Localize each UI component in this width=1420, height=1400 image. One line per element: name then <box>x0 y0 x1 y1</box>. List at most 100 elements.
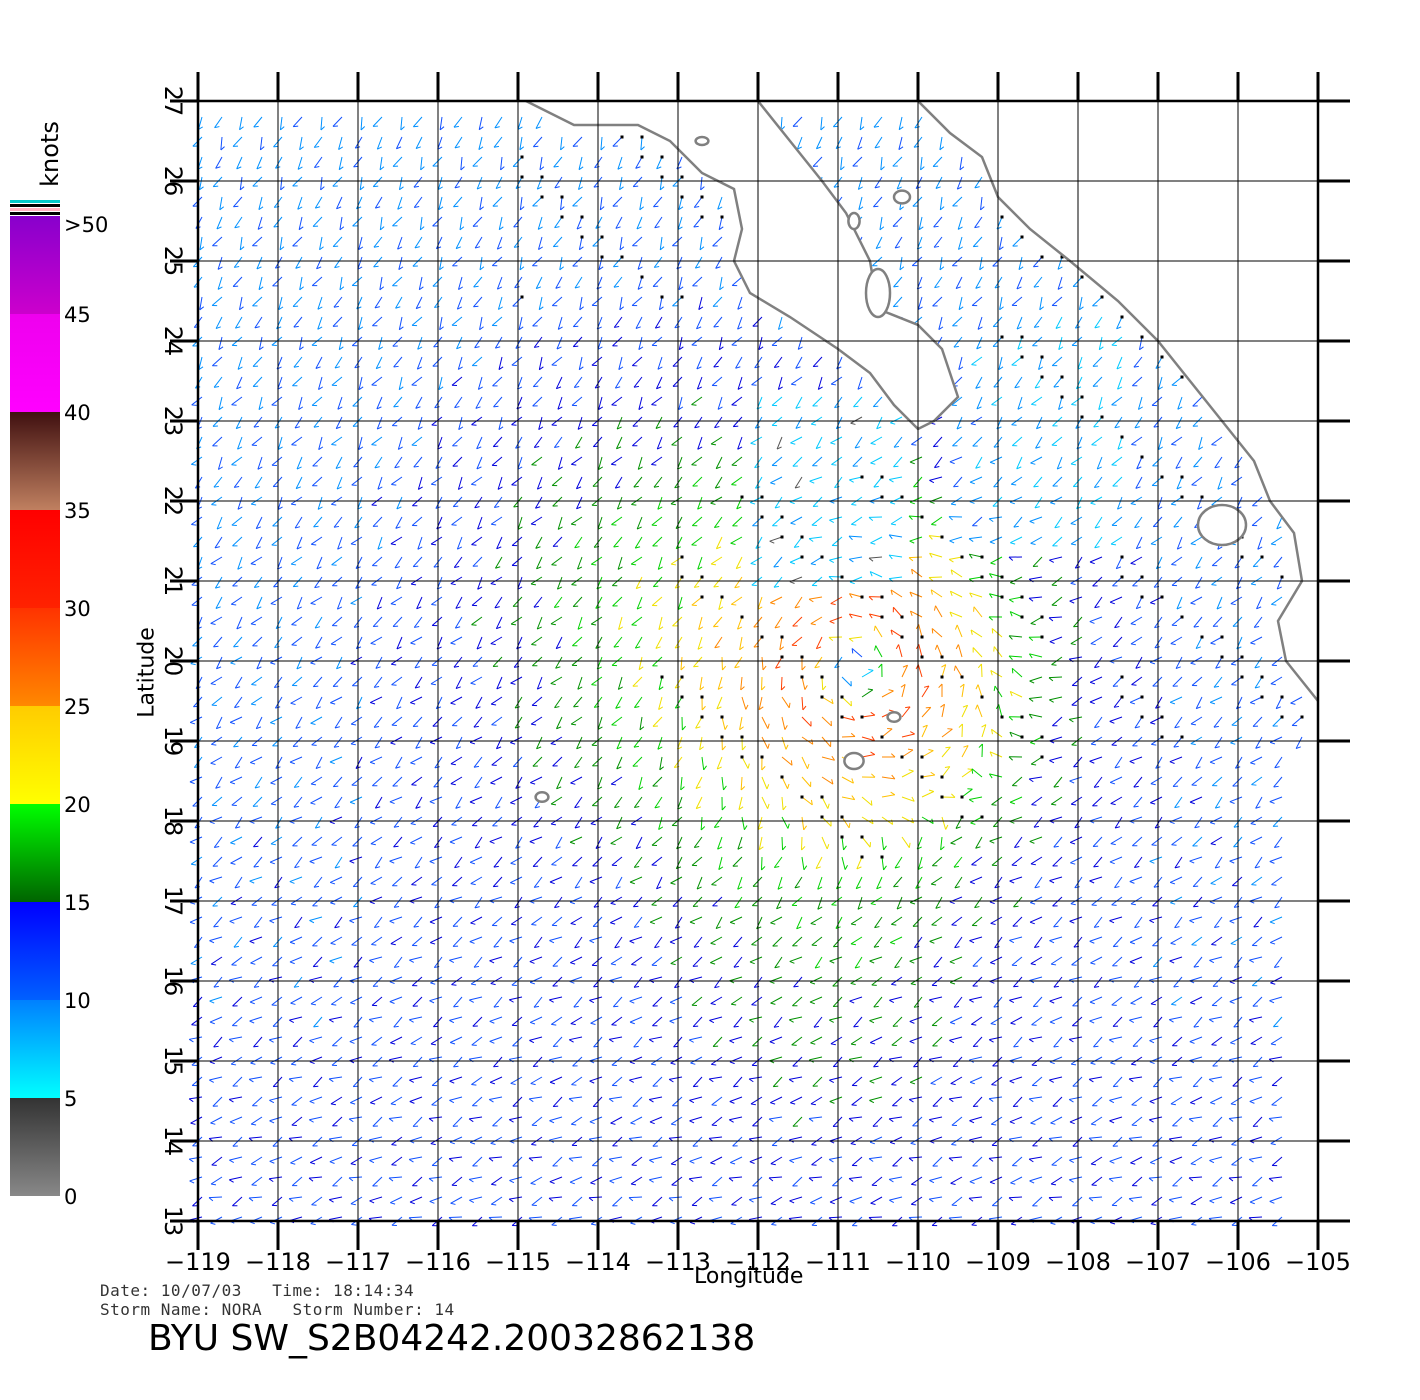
wind-vector-barb <box>534 946 540 949</box>
wind-vector <box>710 556 723 565</box>
wind-vector <box>658 696 663 710</box>
wind-vector <box>1094 656 1103 668</box>
wind-vector <box>733 956 743 968</box>
wind-vector <box>861 836 871 848</box>
wind-vector <box>213 1036 223 1048</box>
wind-vector <box>492 436 503 447</box>
wind-vector-barb <box>767 803 770 809</box>
wind-vector-barb <box>269 861 275 865</box>
wind-vector-barb <box>1171 564 1177 566</box>
wind-vector-barb <box>409 1079 414 1083</box>
wind-vector-barb <box>1076 506 1082 510</box>
colorbar-band <box>10 804 60 902</box>
wind-vector-barb <box>737 886 743 890</box>
wind-vector <box>772 936 783 947</box>
wind-vector <box>696 356 703 370</box>
wind-vector-barb <box>411 884 417 886</box>
wind-vector-barb <box>770 482 776 485</box>
wind-vector <box>412 996 423 1007</box>
wind-vector <box>954 665 963 678</box>
wind-vector-barb <box>1230 943 1236 946</box>
wind-vector <box>1151 396 1163 406</box>
wind-vector-barb <box>390 1042 396 1045</box>
wind-vector-barb <box>1089 701 1095 705</box>
wind-vector <box>969 476 983 483</box>
wind-vector-barb <box>1257 546 1263 550</box>
wind-vector <box>950 569 963 578</box>
wind-vector-barb <box>848 822 851 828</box>
wind-vector <box>633 476 643 488</box>
wind-vector-barb <box>236 626 242 630</box>
wind-vector-barb <box>314 586 320 589</box>
wind-vector <box>269 856 283 863</box>
wind-vector-barb <box>475 406 481 409</box>
wind-vector <box>1195 576 1203 589</box>
wind-vector-barb <box>749 1019 754 1023</box>
wind-vector-barb <box>1048 1197 1054 1202</box>
wind-vector-barb <box>1110 781 1116 785</box>
wind-vector <box>493 496 503 508</box>
wind-vector-barb <box>989 1181 995 1185</box>
wind-vector <box>392 776 403 787</box>
wind-vector <box>932 1156 943 1167</box>
wind-vector-barb <box>410 842 416 845</box>
wind-vector-barb <box>229 1121 235 1125</box>
wind-vector <box>1129 936 1143 943</box>
wind-vector-barb <box>230 842 236 845</box>
wind-vector <box>210 756 223 764</box>
wind-vector-barb <box>949 540 955 544</box>
wind-vector-barb <box>1149 1100 1155 1104</box>
rain-flag-marker <box>1040 375 1044 379</box>
wind-vector <box>1052 476 1063 487</box>
wind-vector-barb <box>708 1198 714 1202</box>
wind-vector <box>189 1216 203 1221</box>
wind-vector <box>633 736 643 748</box>
wind-vector <box>469 1136 483 1143</box>
wind-vector-barb <box>537 486 543 490</box>
wind-vector-barb <box>274 646 280 649</box>
wind-vector <box>431 876 443 886</box>
wind-vector <box>250 956 263 964</box>
wind-vector-barb <box>834 666 840 669</box>
wind-vector <box>1249 1136 1263 1142</box>
wind-vector <box>697 496 703 510</box>
wind-vector <box>1272 816 1283 827</box>
wind-vector-barb <box>1009 999 1015 1004</box>
wind-vector <box>550 816 563 825</box>
wind-vector-barb <box>1014 846 1020 849</box>
wind-vector <box>1069 976 1083 981</box>
wind-vector-barb <box>1173 525 1179 528</box>
wind-vector <box>909 536 923 542</box>
wind-vector <box>614 376 623 389</box>
wind-vector-barb <box>1030 742 1036 745</box>
wind-vector <box>532 856 543 867</box>
wind-vector <box>1270 676 1283 685</box>
wind-vector <box>710 436 723 445</box>
wind-vector-barb <box>231 464 237 466</box>
wind-vector <box>1211 1036 1223 1046</box>
wind-vector <box>189 776 203 783</box>
wind-vector <box>469 1196 483 1201</box>
wind-vector <box>770 476 783 484</box>
wind-vector <box>649 1036 663 1040</box>
wind-vector <box>1134 516 1143 528</box>
wind-vector <box>432 716 443 727</box>
wind-vector-barb <box>616 746 622 750</box>
wind-vector <box>349 1116 363 1120</box>
wind-vector <box>331 556 343 566</box>
wind-vector-barb <box>1176 486 1182 490</box>
wind-vector <box>780 676 783 691</box>
wind-vector <box>949 536 963 542</box>
wind-vector <box>470 876 483 885</box>
wind-vector <box>1029 676 1043 682</box>
wind-vector <box>529 1156 543 1159</box>
wind-vector <box>471 536 483 546</box>
wind-vector <box>189 716 203 723</box>
wind-vector-barb <box>618 626 624 630</box>
wind-vector-barb <box>530 583 537 586</box>
wind-vector-barb <box>978 743 983 748</box>
wind-vector <box>431 1096 443 1106</box>
wind-vector-barb <box>655 426 661 429</box>
wind-vector <box>1169 756 1183 763</box>
wind-vector-barb <box>398 386 404 391</box>
